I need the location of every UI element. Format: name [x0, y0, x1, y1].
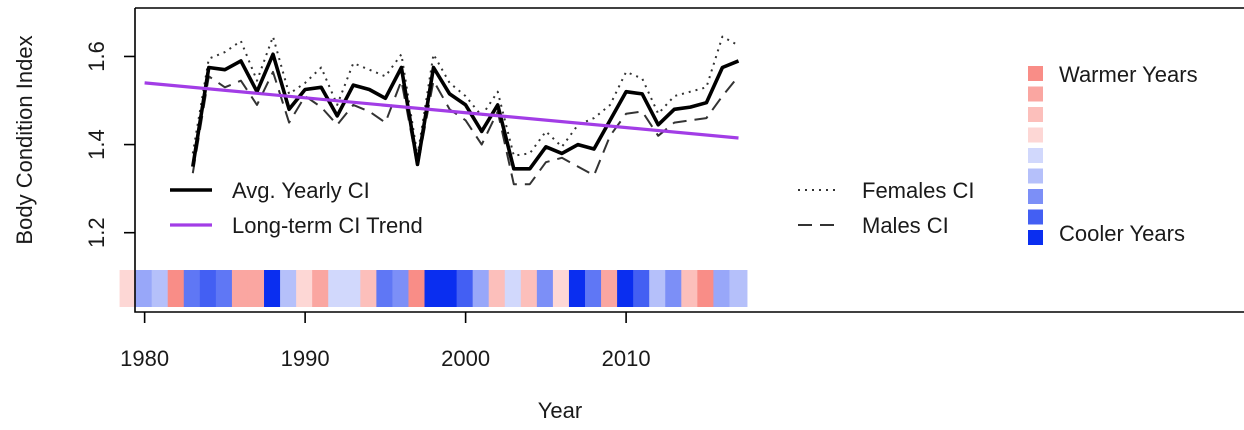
- strip-cell-2003: [504, 270, 523, 307]
- color-key-warm-label: Warmer Years: [1059, 62, 1198, 87]
- strip-cell-1983: [183, 270, 202, 307]
- strip-cell-1980: [135, 270, 154, 307]
- series-line-males-ci: [191, 70, 740, 186]
- strip-cell-2008: [585, 270, 604, 307]
- strip-cell-2006: [552, 270, 571, 307]
- legend-label-females: Females CI: [862, 178, 974, 203]
- legend-label-males: Males CI: [862, 213, 949, 238]
- strip-cell-2015: [697, 270, 716, 307]
- y-tick-label-1.4: 1.4: [84, 129, 109, 160]
- strip-cell-2012: [649, 270, 668, 307]
- strip-cell-2005: [536, 270, 555, 307]
- strip-cell-1999: [440, 270, 459, 307]
- axis-frame: [134, 8, 1244, 313]
- y-tick-label-1.6: 1.6: [84, 41, 109, 72]
- strip-cell-1990: [296, 270, 315, 307]
- strip-cell-1979: [119, 270, 138, 307]
- color-key-swatch-2: [1028, 107, 1043, 122]
- strip-cell-2017: [729, 270, 748, 307]
- strip-cell-2007: [568, 270, 587, 307]
- series-line-females-ci: [191, 35, 739, 157]
- color-key-swatch-3: [1028, 127, 1043, 143]
- x-axis-label: Year: [538, 398, 582, 423]
- axes: 1980 1990 2000 2010 1.2 1.4 1.6: [84, 7, 1244, 371]
- data-lines: [144, 35, 740, 186]
- strip-cell-1992: [328, 270, 347, 307]
- color-key-swatch-0: [1028, 66, 1043, 81]
- color-key: [1028, 66, 1043, 245]
- color-key-swatch-4: [1028, 148, 1043, 163]
- series-line-avg-yearly-ci: [191, 52, 740, 171]
- x-tick-label-1980: 1980: [120, 346, 169, 371]
- strip-cell-1986: [231, 270, 250, 307]
- color-key-swatch-1: [1028, 86, 1043, 102]
- legend: [170, 188, 840, 227]
- strip-cell-1994: [360, 270, 379, 307]
- strip-cell-1987: [247, 270, 266, 307]
- color-key-swatch-8: [1028, 230, 1043, 245]
- color-key-swatch-7: [1028, 209, 1043, 225]
- temperature-strip: [119, 270, 748, 307]
- strip-cell-2009: [601, 270, 620, 307]
- legend-label-trend: Long-term CI Trend: [232, 213, 423, 238]
- strip-cell-1981: [151, 270, 170, 307]
- legend-label-avg: Avg. Yearly CI: [232, 178, 370, 203]
- strip-cell-1982: [167, 270, 186, 307]
- x-tick-label-2010: 2010: [602, 346, 651, 371]
- strip-cell-2004: [520, 270, 539, 307]
- strip-cell-1991: [312, 270, 331, 307]
- strip-cell-1998: [424, 270, 443, 307]
- strip-cell-2016: [713, 270, 732, 307]
- strip-cell-1997: [408, 270, 427, 307]
- color-key-cool-label: Cooler Years: [1059, 221, 1185, 246]
- strip-cell-2000: [456, 270, 475, 307]
- strip-cell-1985: [215, 270, 234, 307]
- x-tick-label-2000: 2000: [441, 346, 490, 371]
- strip-cell-1995: [376, 270, 395, 307]
- y-tick-label-1.2: 1.2: [84, 217, 109, 248]
- strip-cell-1984: [199, 270, 218, 307]
- strip-cell-2010: [617, 270, 636, 307]
- strip-cell-2013: [665, 270, 684, 307]
- strip-cell-2001: [472, 270, 491, 307]
- strip-cell-1988: [264, 270, 283, 307]
- strip-cell-2002: [488, 270, 507, 307]
- x-tick-label-1990: 1990: [281, 346, 330, 371]
- color-key-swatch-6: [1028, 189, 1043, 204]
- series-line-long-term-ci-trend: [144, 81, 739, 140]
- strip-cell-1989: [280, 270, 299, 307]
- color-key-swatch-5: [1028, 168, 1043, 184]
- strip-cell-1993: [344, 270, 363, 307]
- strip-cell-2014: [681, 270, 700, 307]
- strip-cell-1996: [392, 270, 411, 307]
- y-axis-label: Body Condition Index: [12, 35, 37, 244]
- strip-cell-2011: [633, 270, 652, 307]
